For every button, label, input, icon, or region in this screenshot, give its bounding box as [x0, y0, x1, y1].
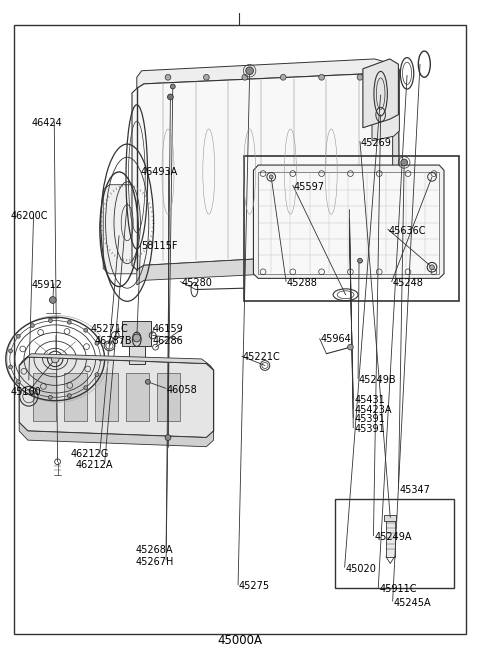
Text: 45100: 45100	[11, 386, 41, 397]
Bar	[244, 156, 459, 301]
Circle shape	[358, 258, 362, 263]
Text: 45269: 45269	[361, 138, 392, 148]
Text: 45221C: 45221C	[242, 352, 280, 362]
Polygon shape	[132, 64, 399, 270]
Bar	[336, 232, 349, 240]
Text: 45964: 45964	[321, 334, 351, 345]
Polygon shape	[372, 64, 399, 141]
Circle shape	[348, 345, 353, 350]
Text: 46286: 46286	[153, 335, 183, 346]
Circle shape	[357, 75, 363, 80]
Circle shape	[30, 324, 34, 328]
Text: 45020: 45020	[346, 563, 376, 574]
Circle shape	[99, 357, 103, 361]
Text: 45249A: 45249A	[374, 532, 412, 542]
Circle shape	[49, 297, 56, 303]
Text: 46787B: 46787B	[95, 335, 132, 346]
Circle shape	[204, 75, 209, 80]
Bar	[122, 321, 151, 346]
Text: 45267H: 45267H	[135, 557, 174, 567]
Circle shape	[48, 318, 52, 322]
Text: 45280: 45280	[181, 278, 212, 288]
Circle shape	[170, 84, 175, 89]
Text: 45636C: 45636C	[389, 225, 426, 236]
Circle shape	[133, 334, 141, 342]
Text: 45271C: 45271C	[90, 324, 128, 334]
Circle shape	[9, 365, 12, 369]
Text: 45347: 45347	[399, 485, 430, 495]
Circle shape	[67, 320, 71, 324]
Polygon shape	[253, 165, 444, 278]
Bar	[336, 213, 349, 221]
Bar	[335, 499, 454, 588]
Polygon shape	[363, 59, 398, 128]
Circle shape	[84, 386, 88, 390]
Circle shape	[95, 341, 99, 345]
Circle shape	[51, 355, 59, 363]
Text: 46212G: 46212G	[71, 449, 109, 459]
Text: 45000A: 45000A	[217, 634, 263, 647]
Text: 45249B: 45249B	[359, 375, 396, 385]
Polygon shape	[393, 64, 399, 255]
Text: 45245A: 45245A	[394, 597, 431, 608]
Circle shape	[430, 265, 434, 270]
Bar	[336, 223, 349, 231]
Circle shape	[280, 75, 286, 80]
Circle shape	[16, 380, 20, 384]
Text: 45912: 45912	[31, 280, 62, 290]
Text: 45431: 45431	[354, 395, 385, 405]
Bar	[157, 373, 180, 421]
Polygon shape	[137, 59, 394, 88]
Circle shape	[9, 349, 12, 353]
Polygon shape	[19, 422, 214, 447]
Text: 45268A: 45268A	[135, 545, 173, 555]
Text: 46058: 46058	[167, 384, 198, 395]
Circle shape	[401, 159, 408, 166]
Text: 46159: 46159	[153, 324, 183, 334]
Polygon shape	[103, 185, 158, 274]
Polygon shape	[19, 354, 214, 370]
Circle shape	[84, 328, 88, 332]
Text: 46212A: 46212A	[76, 460, 113, 470]
Text: 45423A: 45423A	[354, 405, 392, 415]
Circle shape	[145, 379, 150, 384]
Circle shape	[165, 435, 171, 440]
Circle shape	[319, 75, 324, 80]
Text: 46493A: 46493A	[140, 166, 178, 177]
Polygon shape	[137, 252, 394, 285]
Circle shape	[165, 75, 171, 80]
Polygon shape	[258, 172, 439, 274]
Circle shape	[269, 175, 273, 179]
Circle shape	[31, 390, 35, 394]
Text: 45288: 45288	[287, 278, 318, 288]
Circle shape	[16, 334, 20, 338]
Circle shape	[67, 394, 71, 398]
Circle shape	[168, 94, 173, 100]
Bar	[384, 515, 396, 521]
Text: 58115F: 58115F	[142, 240, 178, 251]
Circle shape	[246, 67, 253, 75]
Polygon shape	[19, 357, 214, 438]
Bar	[126, 373, 149, 421]
Circle shape	[95, 373, 99, 377]
Text: 46424: 46424	[31, 118, 62, 128]
Text: 45248: 45248	[393, 278, 423, 288]
Text: 46200C: 46200C	[11, 211, 48, 221]
Circle shape	[242, 75, 248, 80]
Bar	[95, 373, 118, 421]
Text: 45275: 45275	[239, 581, 270, 591]
Bar	[386, 517, 395, 557]
Text: 45597: 45597	[294, 181, 325, 192]
Text: 45391: 45391	[354, 424, 385, 434]
Bar	[129, 344, 145, 364]
Bar	[33, 373, 56, 421]
Text: 45911C: 45911C	[379, 584, 417, 595]
Bar	[64, 373, 87, 421]
Bar	[336, 203, 349, 212]
Circle shape	[48, 396, 52, 400]
Text: 45391: 45391	[354, 414, 385, 424]
